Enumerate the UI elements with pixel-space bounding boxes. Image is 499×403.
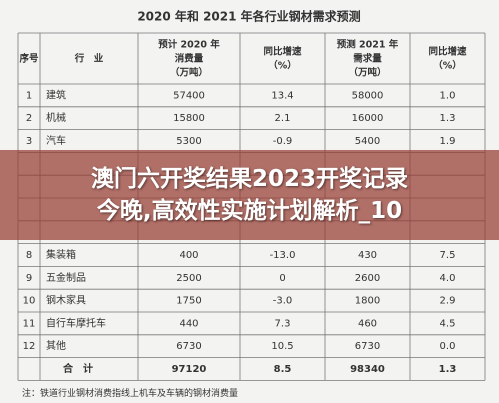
table-cell: 7.5 xyxy=(440,250,456,261)
table-cell: 1.9 xyxy=(440,136,456,147)
banner-line: 今晚,高效性实施计划解析_10 xyxy=(96,198,403,224)
table-cell: 400 xyxy=(179,250,198,261)
table-cell: 2.9 xyxy=(440,296,456,307)
total-cell: 8.5 xyxy=(274,364,292,375)
table-cell: 5400 xyxy=(355,136,380,147)
table-cell: -13.0 xyxy=(270,250,296,261)
table-cell: 3 xyxy=(26,136,32,147)
total-cell: 合 计 xyxy=(62,362,93,375)
table-cell: 汽车 xyxy=(46,134,66,147)
table-cell: 10 xyxy=(23,296,36,307)
table-cell: 8 xyxy=(26,250,32,261)
table-cell: 4.5 xyxy=(440,318,456,329)
table-cell: 58000 xyxy=(352,90,384,101)
table-cell: 1 xyxy=(26,90,32,101)
table-cell: 11 xyxy=(23,318,36,329)
table-cell: 1750 xyxy=(176,296,201,307)
table-cell: 6730 xyxy=(176,341,201,352)
table-cell: 0.0 xyxy=(440,341,456,352)
table-cell: 5300 xyxy=(176,136,201,147)
header-cell: 预计 2020 年消费量（万吨） xyxy=(158,38,220,78)
table-cell: 12 xyxy=(23,341,36,352)
table-cell: 440 xyxy=(179,318,198,329)
total-cell: 1.3 xyxy=(439,364,457,375)
table-cell: 2.1 xyxy=(275,113,291,124)
table-cell: 6730 xyxy=(355,341,380,352)
table-cell: 4.0 xyxy=(440,273,456,284)
table-cell: 460 xyxy=(358,318,377,329)
table-cell: 1.3 xyxy=(440,113,456,124)
table-cell: 钢木家具 xyxy=(46,294,86,307)
table-cell: 建筑 xyxy=(46,88,66,101)
banner-line: 澳门六开奖结果2023开奖记录 xyxy=(90,166,408,192)
header-cell: 序号 xyxy=(19,52,39,64)
overlay-banner: 澳门六开奖结果2023开奖记录 今晚,高效性实施计划解析_10 xyxy=(0,150,499,240)
table-cell: 57400 xyxy=(173,90,205,101)
table-cell: 1800 xyxy=(355,296,380,307)
table-cell: 1.0 xyxy=(440,90,456,101)
table-cell: 7.3 xyxy=(275,318,291,329)
table-cell: 16000 xyxy=(352,113,384,124)
table-cell: 2500 xyxy=(176,273,201,284)
table-cell: -3.0 xyxy=(273,296,293,307)
header-cell: 预测 2021 年需求量（万吨） xyxy=(337,38,399,78)
total-cell: 98340 xyxy=(350,364,385,375)
table-cell: 自行车摩托车 xyxy=(46,316,106,329)
table-cell: 机械 xyxy=(46,111,66,124)
footnote: 注：铁道行业钢材消费指线上机车及车辆的钢材消费量 xyxy=(22,387,238,399)
header-cell: 行 业 xyxy=(74,52,104,64)
total-cell: 97120 xyxy=(172,364,207,375)
table-cell: 13.4 xyxy=(271,90,293,101)
table-cell: 430 xyxy=(358,250,377,261)
header-cell: 同比增速（%） xyxy=(428,45,467,71)
header-cell: 同比增速（%） xyxy=(263,45,302,71)
table-title: 2020 年和 2021 年各行业钢材需求预测 xyxy=(137,9,360,24)
table-cell: 0 xyxy=(279,273,285,284)
table-cell: 10.5 xyxy=(271,341,293,352)
table-cell: 2 xyxy=(26,113,32,124)
table-cell: 9 xyxy=(26,273,32,284)
table-cell: 集装箱 xyxy=(46,248,76,261)
table-cell: 五金制品 xyxy=(46,271,86,284)
table-cell: 其他 xyxy=(46,339,66,352)
table-cell: -0.9 xyxy=(273,136,293,147)
table-cell: 15800 xyxy=(173,113,205,124)
table-cell: 2600 xyxy=(355,273,380,284)
